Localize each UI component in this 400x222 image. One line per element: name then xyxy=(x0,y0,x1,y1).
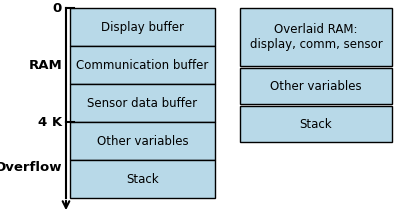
Text: Other variables: Other variables xyxy=(270,79,362,93)
Text: RAM: RAM xyxy=(28,59,62,71)
Text: Stack: Stack xyxy=(126,172,159,186)
Bar xyxy=(70,84,215,122)
Text: Other variables: Other variables xyxy=(97,135,188,147)
Bar xyxy=(70,122,215,160)
Bar xyxy=(240,68,392,104)
Bar xyxy=(240,106,392,142)
Text: 4 K: 4 K xyxy=(38,115,62,129)
Bar xyxy=(240,8,392,66)
Text: Stack: Stack xyxy=(300,117,332,131)
Bar xyxy=(70,46,215,84)
Text: Display buffer: Display buffer xyxy=(101,20,184,34)
Text: Sensor data buffer: Sensor data buffer xyxy=(88,97,198,109)
Bar xyxy=(70,160,215,198)
Bar xyxy=(70,8,215,46)
Text: 0: 0 xyxy=(53,2,62,14)
Text: Overflow: Overflow xyxy=(0,161,62,174)
Text: Communication buffer: Communication buffer xyxy=(76,59,209,71)
Text: Overlaid RAM:
display, comm, sensor: Overlaid RAM: display, comm, sensor xyxy=(250,23,382,51)
